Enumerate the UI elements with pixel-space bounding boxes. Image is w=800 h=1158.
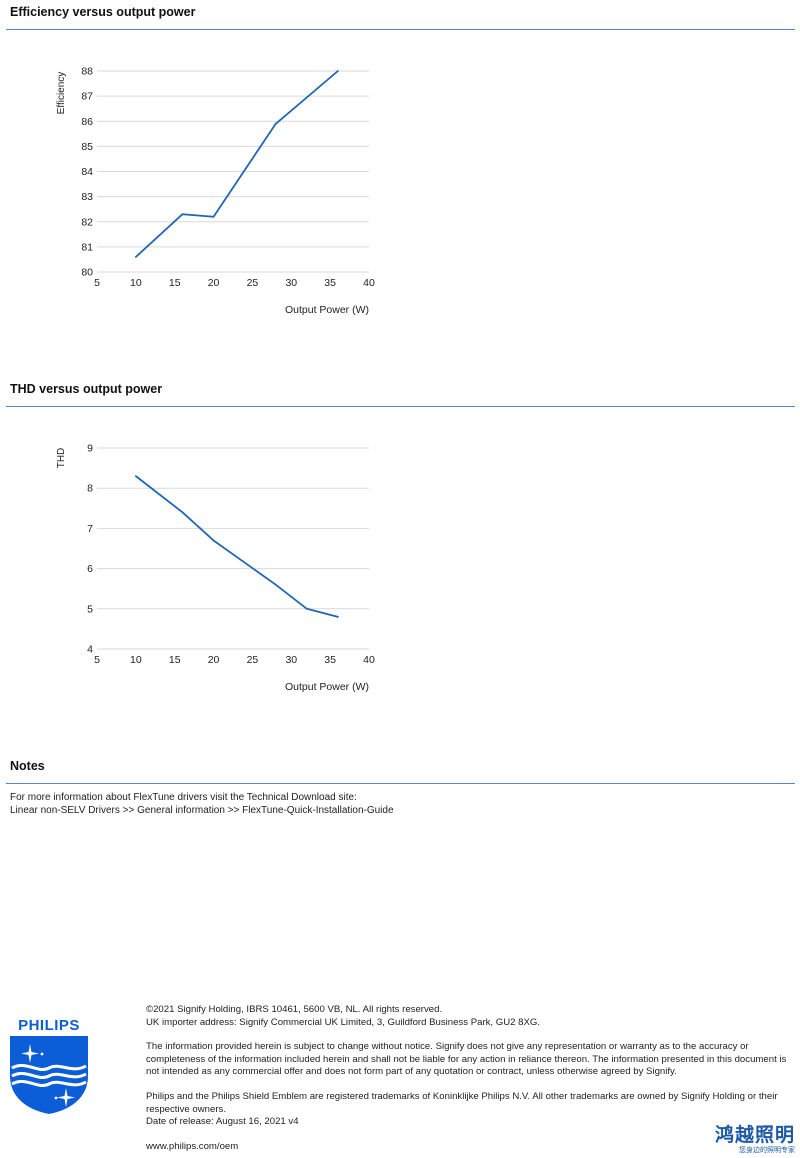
x-tick-label: 20: [208, 277, 220, 289]
data-point: [305, 607, 308, 610]
efficiency-chart: 80 81 82 83 84 85 86 87 88 5 10 15 20 25 30 35 40 Efficie…: [56, 66, 375, 317]
data-point: [134, 475, 137, 478]
notes-section-title: Notes: [10, 759, 45, 773]
philips-wordmark: PHILIPS: [18, 1017, 80, 1034]
footer-importer: UK importer address: Signify Commercial …: [146, 1016, 541, 1028]
y-tick-label: 83: [81, 191, 93, 203]
philips-shield-icon: PHILIPS: [10, 1017, 88, 1114]
footer-legal: ©2021 Signify Holding, IBRS 10461, 5600 …: [146, 1004, 791, 1153]
y-axis-label: THD: [56, 448, 67, 469]
dealer-logo-tagline: 您身边的照明专家: [739, 1146, 795, 1154]
efficiency-section-title: Efficiency versus output power: [10, 5, 196, 19]
y-tick-label: 86: [81, 116, 93, 128]
footer-copyright: ©2021 Signify Holding, IBRS 10461, 5600 …: [146, 1004, 443, 1015]
data-point: [134, 256, 137, 258]
notes-body: For more information about FlexTune driv…: [10, 791, 394, 817]
x-tick-label: 20: [208, 654, 220, 666]
data-point: [181, 213, 184, 216]
y-tick-label: 5: [87, 603, 93, 615]
y-tick-label: 4: [87, 644, 93, 656]
dealer-logo: 鸿越照明 您身边的照明专家: [703, 1124, 795, 1155]
x-tick-label: 25: [247, 654, 259, 666]
x-tick-label: 25: [247, 277, 259, 289]
x-tick-label: 10: [130, 277, 142, 289]
footer-website-link[interactable]: www.philips.com/oem: [146, 1140, 239, 1152]
y-tick-label: 87: [81, 91, 93, 103]
x-tick-label: 15: [169, 654, 181, 666]
y-tick-label: 85: [81, 141, 93, 153]
data-point: [212, 215, 215, 218]
y-tick-label: 81: [81, 241, 93, 253]
y-tick-label: 9: [87, 443, 93, 455]
y-tick-label: 7: [87, 523, 93, 535]
thd-section-title: THD versus output power: [10, 382, 163, 396]
notes-link-path[interactable]: Linear non-SELV Drivers >> General infor…: [10, 805, 394, 816]
x-tick-label: 30: [285, 654, 297, 666]
section-divider: [6, 783, 795, 784]
x-tick-label: 10: [130, 654, 142, 666]
x-tick-label: 15: [169, 277, 181, 289]
y-tick-label: 6: [87, 563, 93, 575]
footer-disclaimer: The information provided herein is subje…: [146, 1041, 787, 1078]
notes-line: For more information about FlexTune driv…: [10, 792, 357, 803]
x-tick-label: 5: [94, 277, 100, 289]
footer-release-date: Date of release: August 16, 2021 v4: [146, 1116, 299, 1128]
y-tick-label: 82: [81, 216, 93, 228]
series-line: [135, 475, 339, 618]
section-divider: [6, 29, 795, 30]
data-point: [274, 122, 277, 125]
philips-logo: PHILIPS: [8, 1010, 90, 1119]
x-tick-label: 35: [324, 654, 336, 666]
x-tick-label: 40: [363, 654, 375, 666]
y-tick-label: 80: [81, 267, 93, 279]
footer-trademarks: Philips and the Philips Shield Emblem ar…: [146, 1090, 778, 1115]
x-tick-label: 30: [285, 277, 297, 289]
x-axis-label: Output Power (W): [285, 304, 369, 316]
x-axis-label: Output Power (W): [285, 681, 369, 693]
data-point: [274, 583, 277, 586]
data-point: [337, 615, 339, 618]
x-tick-label: 40: [363, 277, 375, 289]
y-tick-label: 88: [81, 66, 93, 78]
section-divider: [6, 406, 795, 407]
y-axis-label: Efficiency: [56, 72, 67, 115]
data-point: [337, 70, 339, 72]
data-point: [181, 511, 184, 514]
x-tick-label: 35: [324, 277, 336, 289]
y-tick-label: 84: [81, 166, 93, 178]
y-tick-label: 8: [87, 483, 93, 495]
data-point: [212, 539, 215, 542]
dealer-logo-main: 鸿越照明: [714, 1124, 795, 1146]
x-tick-label: 5: [94, 654, 100, 666]
